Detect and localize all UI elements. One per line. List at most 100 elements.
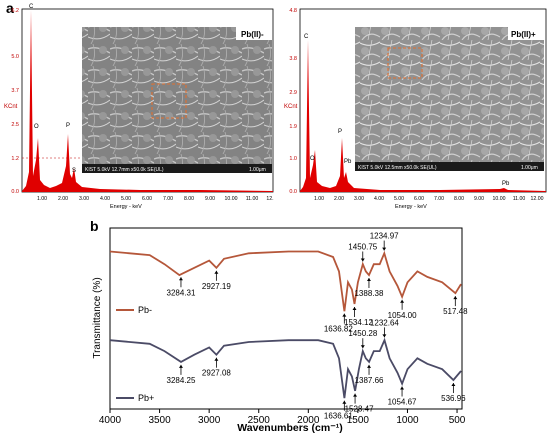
ftir-peak-arrowhead	[352, 306, 357, 310]
eds-right-ytick: 4.8	[289, 8, 297, 14]
ftir-peak-arrowhead	[382, 334, 387, 338]
eds-left-ytick: 6.2	[11, 8, 19, 14]
eds-left-xtick: 3.00	[79, 196, 89, 202]
ftir-peak-label: 1636.82	[324, 325, 353, 334]
eds-right-xtick: 5.00	[394, 196, 404, 202]
ftir-peak-label: 1234.97	[370, 232, 399, 241]
ftir-xtick-label: 1500	[347, 415, 370, 426]
eds-chart-right: 4.8 3.8 2.9 1.9 1.0 0.0 KCnt C O P Pb Pb…	[284, 8, 547, 210]
ftir-peak-arrowhead	[400, 299, 405, 303]
ftir-xtick-label: 2000	[297, 415, 320, 426]
sem-left-title: Pb(II)-	[241, 30, 264, 39]
ftir-peak-label: 1450.28	[348, 329, 377, 338]
eds-right-xtick: 3.00	[354, 196, 364, 202]
eds-right-xtick: 12.00	[531, 196, 544, 202]
eds-left-xtick: 10.00	[225, 196, 238, 202]
eds-left-xtick: 6.00	[142, 196, 152, 202]
eds-right-xlabel: Energy - keV	[395, 204, 427, 210]
ftir-xtick-label: 1000	[396, 415, 419, 426]
ftir-peak-arrowhead	[367, 364, 372, 368]
ftir-peak-arrowhead	[353, 393, 358, 397]
panel-a-figure: 6.2 5.0 3.7 2.5 1.2 0.0 KCnt C O P S 1.0…	[4, 4, 547, 210]
legend-label-pb-minus: Pb-	[138, 305, 152, 315]
ftir-peak-label: 1232.64	[370, 318, 399, 327]
eds-right-peak-p: P	[338, 129, 342, 135]
eds-left-xtick: 8.00	[184, 196, 194, 202]
ftir-xtick-label: 3500	[148, 415, 171, 426]
eds-left-xtick: 5.00	[121, 196, 131, 202]
ftir-peak-arrowhead	[178, 277, 183, 281]
eds-right-xtick: 7.00	[434, 196, 444, 202]
ftir-peak-arrowhead	[360, 345, 365, 349]
ftir-peak-arrowhead	[214, 357, 219, 361]
ftir-peak-arrowhead	[178, 364, 183, 368]
eds-chart-left: 6.2 5.0 3.7 2.5 1.2 0.0 KCnt C O P S 1.0…	[4, 4, 274, 210]
eds-right-ytick: 3.8	[289, 56, 297, 62]
ftir-peak-label: 2927.19	[202, 282, 231, 291]
ftir-peak-arrowhead	[382, 247, 387, 251]
ftir-xtick-label: 3000	[198, 415, 221, 426]
ftir-peak-label: 1054.67	[388, 398, 417, 407]
ftir-peak-label: 3284.25	[167, 376, 196, 385]
legend-label-pb-plus: Pb+	[138, 393, 154, 403]
ftir-peak-label: 1387.66	[355, 376, 384, 385]
ftir-peak-label: 1450.75	[348, 242, 377, 251]
ftir-series-line-pb-minus	[109, 250, 462, 312]
ftir-xlabel: Wavenumbers (cm⁻¹)	[237, 422, 343, 434]
eds-left-xtick: 4.00	[100, 196, 110, 202]
ftir-peak-label: 517.48	[443, 307, 468, 316]
eds-right-ytick: 1.9	[289, 124, 297, 130]
eds-left-xtick: 12.	[266, 196, 273, 202]
ftir-peak-arrowhead	[453, 296, 458, 300]
sem-right-caption: KIST 5.0kV 12.5mm x50.0k SE(UL)	[358, 165, 437, 171]
eds-left-ytick: 3.7	[11, 88, 19, 94]
sem-image-right: Pb(II)+ KIST 5.0kV 12.5mm x50.0k SE(UL) …	[355, 27, 544, 171]
ftir-peak-arrowhead	[360, 258, 365, 262]
eds-right-xtick: 9.00	[474, 196, 484, 202]
eds-left-ytick: 2.5	[11, 122, 19, 128]
eds-left-xlabel: Energy - keV	[110, 204, 142, 210]
eds-right-ytick: 1.0	[289, 156, 297, 162]
eds-right-xtick: 1.00	[314, 196, 324, 202]
sem-left-scale: 1.00μm	[249, 167, 266, 173]
eds-right-peak-c: C	[304, 34, 309, 40]
ftir-peak-label: 1528.47	[345, 405, 374, 414]
eds-right-ylabel: KCnt	[284, 104, 298, 110]
ftir-peak-arrowhead	[214, 270, 219, 274]
eds-left-peak-p: P	[66, 123, 70, 129]
eds-right-peak-o: O	[310, 156, 315, 162]
ftir-xtick-label: 500	[449, 415, 466, 426]
ftir-peak-arrowhead	[400, 386, 405, 390]
ftir-xtick-label: 4000	[99, 415, 122, 426]
eds-right-peak-pb: Pb	[344, 159, 352, 165]
eds-left-ytick: 1.2	[11, 156, 19, 162]
sem-left-roi-box	[151, 83, 187, 119]
eds-right-xtick: 11.00	[513, 196, 526, 202]
eds-left-xtick: 2.00	[58, 196, 68, 202]
panel-a-label: a	[6, 0, 14, 16]
ftir-ylabel: Transmittance (%)	[92, 277, 103, 358]
ftir-peak-label: 1388.38	[354, 289, 383, 298]
eds-left-peak-s: S	[72, 168, 76, 174]
ftir-peak-arrowhead	[342, 400, 347, 404]
ftir-peak-label: 1636.61	[324, 412, 353, 421]
eds-right-ytick: 0.0	[289, 189, 297, 195]
ftir-peak-arrowhead	[366, 278, 371, 282]
ftir-peak-label: 536.96	[441, 394, 466, 403]
ftir-peak-label: 1534.12	[344, 318, 373, 327]
sem-left-caption: KIST 5.0kV 12.7mm x50.0k SE(UL)	[85, 167, 164, 173]
eds-left-xtick: 1.00	[37, 196, 47, 202]
eds-left-xtick: 11.00	[246, 196, 259, 202]
ftir-peak-label: 3284.31	[167, 288, 196, 297]
eds-left-peak-c: C	[29, 4, 34, 10]
ftir-peak-arrowhead	[451, 383, 456, 387]
eds-right-xtick: 2.00	[334, 196, 344, 202]
eds-left-peak-o: O	[34, 124, 39, 130]
eds-left-ytick: 0.0	[11, 189, 19, 195]
eds-left-ytick: 5.0	[11, 54, 19, 60]
eds-right-xtick: 10.00	[493, 196, 506, 202]
ftir-peak-label: 1054.00	[388, 311, 417, 320]
ftir-chart: Transmittance (%) Wavenumbers (cm⁻¹) 400…	[92, 227, 468, 434]
eds-right-xtick: 8.00	[454, 196, 464, 202]
ftir-xtick-label: 2500	[248, 415, 271, 426]
